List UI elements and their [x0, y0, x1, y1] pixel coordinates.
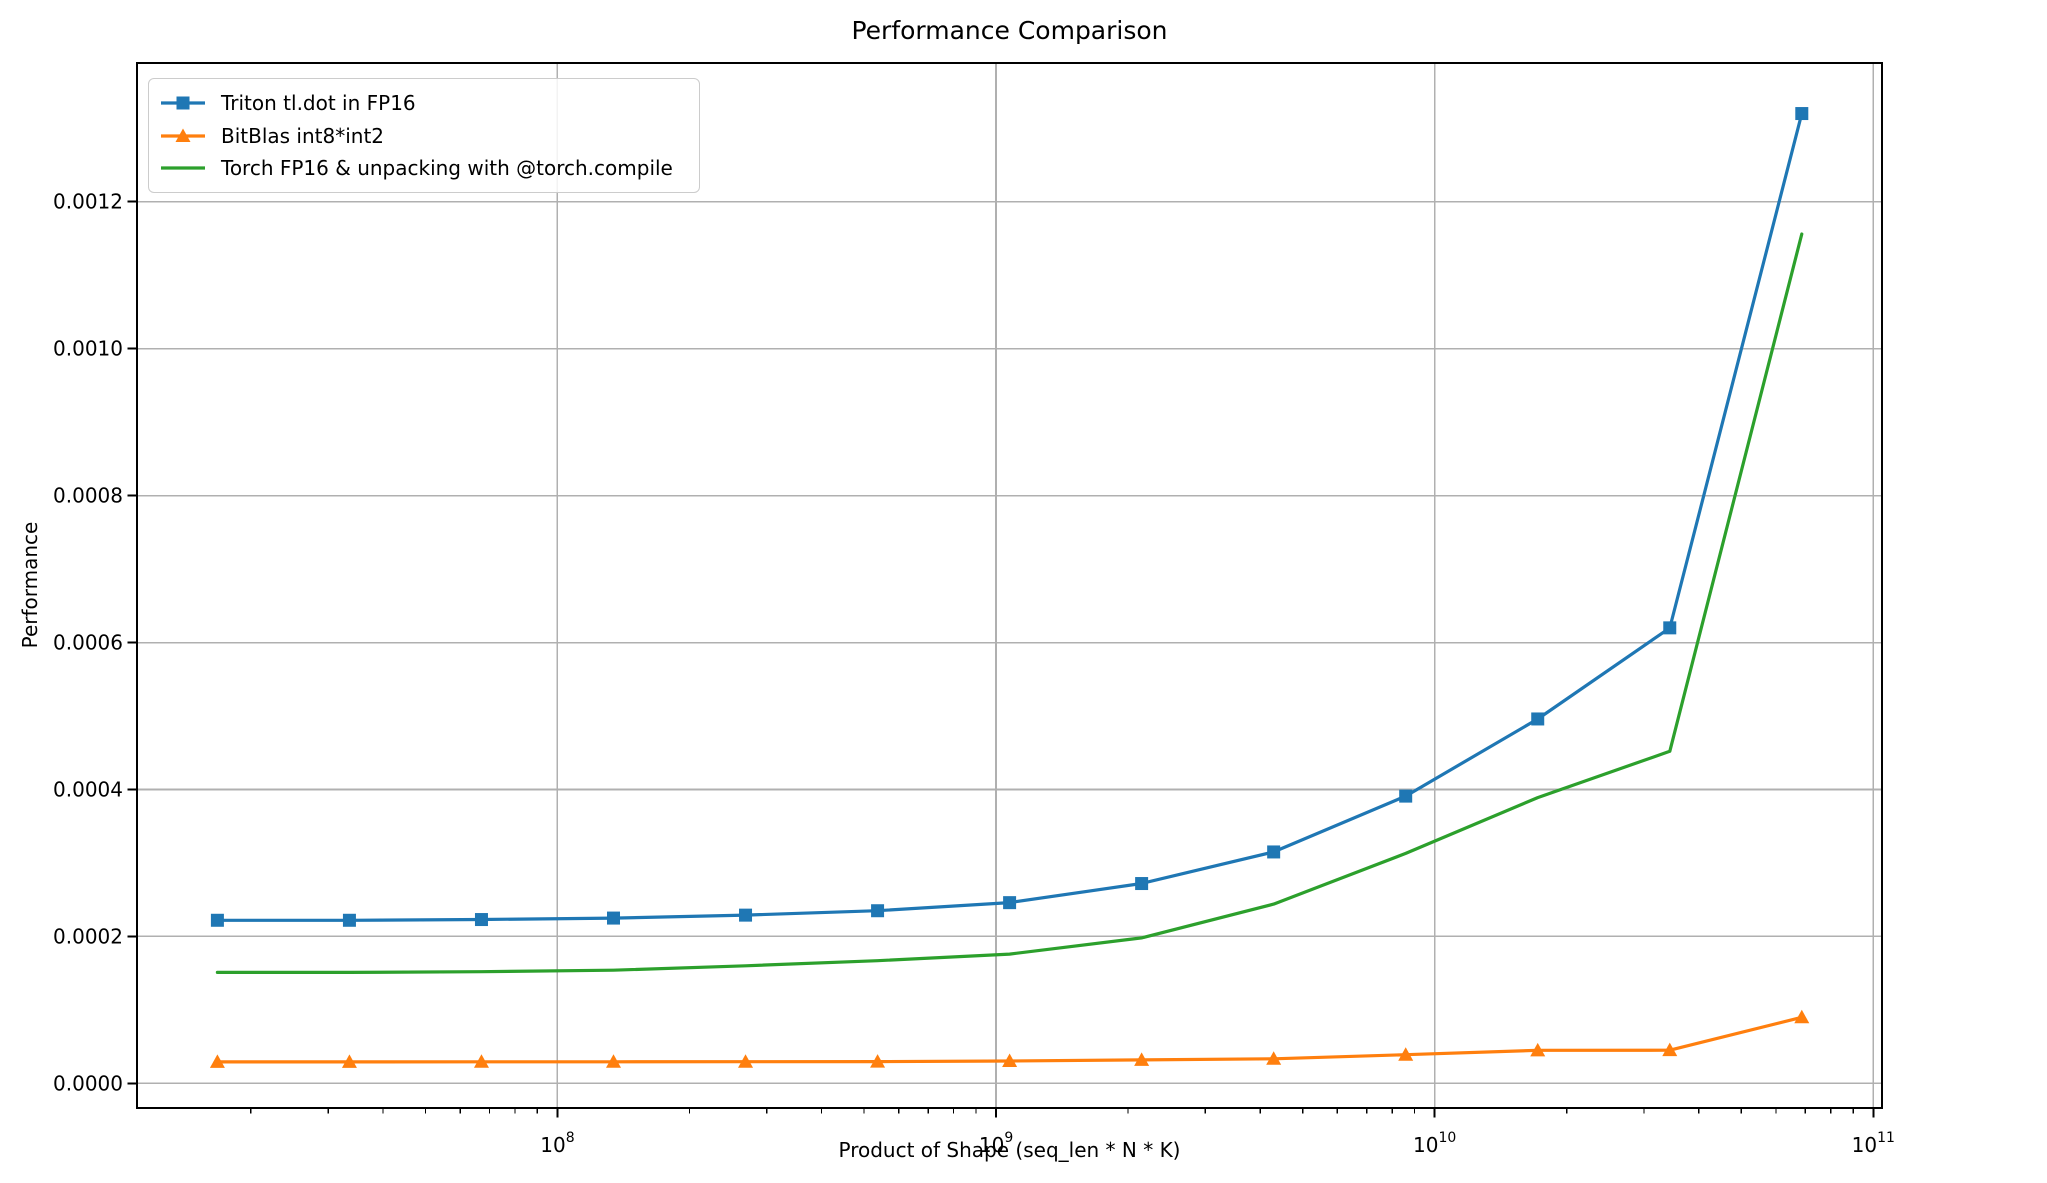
marker-triangle-icon [606, 1054, 622, 1068]
marker-triangle-icon [1134, 1052, 1150, 1066]
series-bitblas-int8-int2 [209, 1009, 1810, 1068]
legend-item-torch-fp16-unpacking-compile: Torch FP16 & unpacking with @torch.compi… [159, 156, 689, 180]
marker-square-icon [871, 904, 885, 918]
axes-spines [135, 61, 1884, 1110]
legend-sample-bitblas-int8-int2 [161, 128, 205, 142]
marker-triangle-icon [209, 1054, 225, 1068]
x-tick-label: 1010 [1413, 1130, 1456, 1157]
grid-lines [137, 63, 1882, 1108]
marker-triangle-icon [341, 1054, 357, 1068]
marker-square-icon [210, 913, 224, 927]
series-line-triton-tldot-fp16 [215, 111, 1804, 922]
marker-triangle-icon [870, 1054, 886, 1068]
marker-triangle-icon [1530, 1042, 1546, 1057]
axis-ticks [127, 200, 1875, 1118]
y-tick-label: 0.0006 [53, 631, 123, 655]
marker-square-icon [739, 908, 753, 922]
x-tick-label: 108 [540, 1130, 574, 1157]
marker-square-icon [1663, 621, 1677, 635]
chart-title: Performance Comparison [851, 16, 1168, 45]
legend-sample-triton-tldot-fp16 [161, 96, 205, 110]
y-tick-label: 0.0002 [53, 924, 123, 948]
x-tick-label: 109 [979, 1130, 1013, 1157]
marker-square-icon [1531, 712, 1545, 726]
marker-triangle-icon [1662, 1042, 1678, 1057]
marker-square-icon [474, 913, 488, 927]
series-triton-tldot-fp16 [210, 107, 1809, 927]
marker-triangle-icon [1002, 1053, 1018, 1067]
marker-square-icon [1003, 896, 1017, 910]
tick-labels: 0.0000 0.0002 0.0004 0.0006 0.0008 0.0010 0.00… [53, 190, 1895, 1157]
legend-item-triton-tldot-fp16: Triton tl.dot in FP16 [159, 91, 689, 115]
marker-square-icon [176, 96, 190, 110]
x-tick-label: 1011 [1852, 1130, 1895, 1157]
legend: Triton tl.dot in FP16 BitBlas int8*int2 To… [148, 78, 700, 193]
marker-triangle-icon [175, 128, 191, 142]
legend-sample-torch-fp16-unpacking-compile [161, 166, 205, 170]
marker-square-icon [342, 913, 356, 927]
marker-square-icon [1795, 107, 1809, 121]
legend-label-triton-tldot-fp16: Triton tl.dot in FP16 [221, 91, 416, 116]
series-line-torch-fp16-unpacking-compile [215, 232, 1804, 974]
y-tick-label: 0.0008 [53, 484, 123, 508]
marker-square-icon [1135, 877, 1149, 891]
marker-triangle-icon [473, 1054, 489, 1068]
marker-square-icon [607, 911, 621, 925]
marker-triangle-icon [1266, 1051, 1282, 1065]
y-axis-label: Performance [18, 521, 42, 649]
legend-label-torch-fp16-unpacking-compile: Torch FP16 & unpacking with @torch.compi… [221, 155, 673, 180]
marker-square-icon [1267, 845, 1281, 859]
legend-item-bitblas-int8-int2: BitBlas int8*int2 [159, 124, 689, 148]
marker-triangle-icon [738, 1054, 754, 1068]
legend-label-bitblas-int8-int2: BitBlas int8*int2 [221, 123, 385, 148]
marker-square-icon [1399, 789, 1413, 803]
x-axis-label: Product of Shape (seq_len * N * K) [838, 1138, 1181, 1162]
y-tick-label: 0.0012 [53, 190, 123, 214]
y-tick-label: 0.0004 [53, 777, 123, 801]
marker-triangle-icon [1398, 1047, 1414, 1061]
y-tick-label: 0.0010 [53, 337, 123, 361]
series-torch-fp16-unpacking-compile [215, 232, 1804, 974]
marker-triangle-icon [1794, 1009, 1810, 1024]
y-tick-label: 0.0000 [53, 1071, 123, 1095]
